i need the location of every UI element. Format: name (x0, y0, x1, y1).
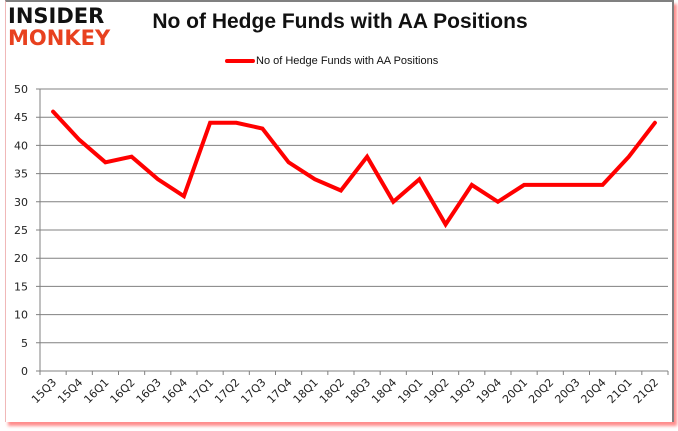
x-tick-label: 15Q3 (29, 376, 59, 406)
insider-monkey-logo: INSIDER MONKEY (8, 5, 128, 49)
y-tick-label: 30 (14, 196, 28, 209)
series-line (51, 109, 657, 229)
y-tick-label: 50 (14, 83, 28, 96)
y-tick-label: 45 (14, 111, 28, 124)
x-tick-label: 20Q1 (500, 376, 530, 406)
y-tick-label: 40 (14, 139, 28, 152)
x-tick-label: 16Q3 (134, 376, 164, 406)
y-tick-label: 5 (21, 337, 28, 350)
x-tick-label: 19Q2 (422, 376, 452, 406)
x-tick-label: 18Q3 (343, 376, 373, 406)
legend-label: No of Hedge Funds with AA Positions (256, 55, 439, 67)
logo-text-insider: INSIDER (8, 4, 105, 28)
x-tick-label: 16Q2 (108, 376, 138, 406)
logo-text-monkey: MONKEY (8, 26, 111, 50)
x-tick-label: 18Q2 (317, 376, 347, 406)
x-tick-label: 20Q4 (579, 376, 609, 406)
chart-title: No of Hedge Funds with AA Positions (152, 10, 528, 33)
x-tick-label: 18Q1 (291, 376, 321, 406)
x-tick-label: 21Q1 (605, 376, 635, 406)
y-tick-label: 10 (14, 309, 28, 322)
y-tick-label: 15 (14, 280, 28, 293)
x-tick-label: 17Q3 (238, 376, 268, 406)
x-tick-label: 16Q4 (160, 376, 190, 406)
chart-legend: No of Hedge Funds with AA Positions (225, 55, 438, 67)
x-tick-label: 17Q2 (212, 376, 242, 406)
x-tick-label: 17Q4 (265, 376, 295, 406)
x-tick-label: 17Q1 (186, 376, 216, 406)
x-tick-label: 20Q2 (526, 376, 556, 406)
x-tick-label: 16Q1 (81, 376, 111, 406)
x-tick-label: 19Q1 (395, 376, 425, 406)
y-tick-label: 35 (14, 168, 28, 181)
x-tick-label: 20Q3 (552, 376, 582, 406)
chart-frame (5, 0, 674, 422)
x-tick-label: 15Q4 (55, 376, 85, 406)
legend-line-swatch-icon (225, 59, 255, 63)
x-tick-label: 18Q4 (369, 376, 399, 406)
x-tick-label: 19Q4 (474, 376, 504, 406)
y-tick-label: 20 (14, 252, 28, 265)
y-tick-label: 0 (21, 365, 28, 378)
x-tick-label: 21Q2 (631, 376, 661, 406)
y-tick-label: 25 (14, 224, 28, 237)
x-tick-label: 19Q3 (448, 376, 478, 406)
